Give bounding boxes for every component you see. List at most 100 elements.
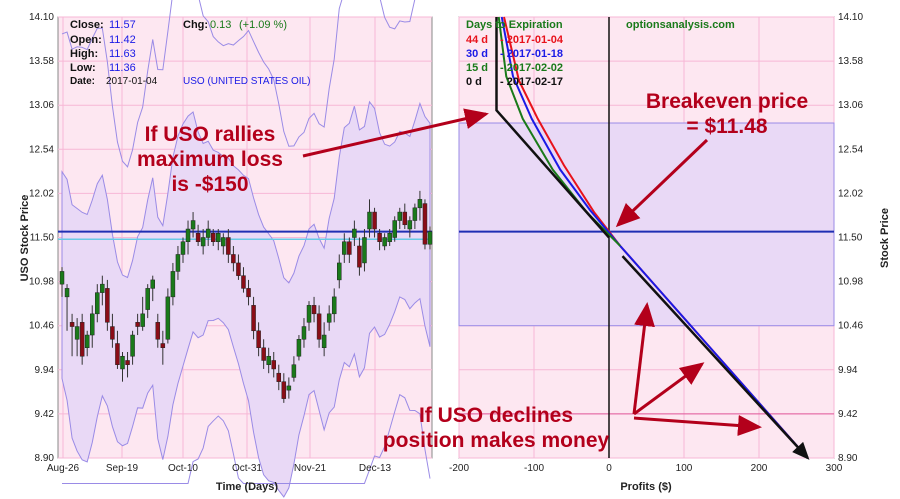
legend-date: - 2017-02-02 — [500, 62, 563, 74]
candle-body — [180, 241, 186, 255]
candle-body — [296, 339, 302, 357]
candle-body — [301, 326, 307, 340]
symbol-label: USO (UNITED STATES OIL) — [183, 76, 310, 87]
candle-body — [377, 233, 382, 242]
candle-body — [140, 313, 145, 327]
candle-body — [185, 228, 191, 242]
candle-body — [155, 322, 161, 340]
left-y-tick-label: 9.94 — [35, 365, 55, 376]
rally-arrow — [302, 108, 489, 158]
chg-value: 0.13 — [210, 19, 231, 31]
left-y-tick-label: 11.50 — [30, 233, 55, 244]
right-y-tick-label: 10.98 — [838, 277, 863, 288]
price-range-band — [61, 100, 431, 498]
right-y-tick-label: 14.10 — [838, 12, 863, 23]
right-y-tick-label: 10.46 — [838, 321, 863, 332]
candle-body — [165, 296, 171, 340]
annotations: If USO rallies maximum loss is -$150 Bre… — [137, 90, 808, 452]
price-info-box: Close: 11.57 Chg: 0.13 (+1.09 %) Open: 1… — [70, 19, 310, 87]
left-x-axis-title: Time (Days) — [216, 481, 278, 493]
left-y-tick-label: 13.58 — [29, 56, 54, 67]
candle-body — [105, 288, 110, 323]
candle-body — [84, 334, 90, 348]
candle-body — [407, 220, 413, 230]
right-y-tick-label: 11.50 — [838, 233, 863, 244]
legend-days: 15 d — [466, 62, 488, 74]
left-x-tick-label: Dec-13 — [359, 463, 392, 474]
candle-body — [266, 355, 271, 365]
candle-body — [316, 313, 322, 340]
candle-body — [95, 292, 100, 315]
candle-body — [89, 313, 95, 336]
legend-date: - 2017-01-04 — [500, 34, 564, 46]
left-y-tick-label: 8.90 — [35, 453, 55, 464]
legend-title: Days to Expiration — [466, 19, 563, 31]
left-y-tick-label: 12.02 — [29, 188, 54, 199]
candle-body — [281, 381, 287, 399]
legend-date: - 2017-02-17 — [500, 76, 563, 88]
candle-body — [321, 334, 327, 348]
low-value: 11.36 — [109, 62, 136, 74]
profit-chart-panel: 14.10 13.58 13.06 12.54 12.02 11.50 10.98 10.46… — [449, 12, 891, 493]
candle-body — [59, 271, 65, 285]
right-x-tick-label: -100 — [524, 463, 544, 474]
right-x-axis-title: Profits ($) — [620, 481, 672, 493]
candlesticks — [59, 190, 433, 403]
candle-body — [69, 322, 75, 327]
right-y-axis-title: Stock Price — [879, 208, 891, 268]
rally-text-3: is -$150 — [171, 173, 248, 196]
candle-body — [160, 343, 166, 348]
candle-body — [342, 241, 347, 255]
candle-body — [261, 347, 266, 361]
left-x-tick-label: Aug-26 — [47, 463, 80, 474]
profit-curve-0-d-lower — [621, 255, 810, 460]
right-y-tick-label: 9.94 — [838, 365, 858, 376]
legend-days: 0 d — [466, 76, 482, 88]
high-label: High: — [70, 48, 98, 60]
breakeven-arrow — [615, 138, 709, 228]
date-label: Date: — [70, 76, 95, 87]
left-y-tick-label: 10.98 — [29, 277, 54, 288]
left-y-tick-label: 10.46 — [29, 321, 54, 332]
right-y-tick-label: 12.54 — [838, 144, 863, 155]
legend-date: - 2017-01-18 — [500, 48, 563, 60]
legend: 44 d - 2017-01-04 30 d - 2017-01-18 15 d - 20… — [466, 34, 564, 88]
candle-body — [326, 313, 332, 323]
right-x-tick-label: -200 — [449, 463, 469, 474]
candle-body — [170, 271, 176, 298]
left-x-ticks: Aug-26 Sep-19 Oct-10 Oct-31 Nov-21 Dec-13 — [47, 463, 392, 474]
right-y-tick-label: 13.58 — [838, 56, 863, 67]
candle-body — [271, 360, 276, 370]
candle-body — [115, 343, 120, 365]
right-y-tick-label: 8.90 — [838, 453, 858, 464]
candle-body — [64, 288, 70, 298]
candle-body — [362, 237, 367, 264]
left-x-tick-label: Nov-21 — [294, 463, 327, 474]
left-y-tick-label: 9.42 — [35, 409, 55, 420]
candle-body — [190, 220, 196, 230]
left-y-tick-label: 13.06 — [29, 100, 54, 111]
candle-body — [226, 237, 231, 255]
rally-text-2: maximum loss — [137, 148, 283, 171]
candle-body — [120, 355, 125, 370]
decline-arrow-3 — [633, 415, 762, 436]
breakeven-text-1: Breakeven price — [646, 90, 808, 113]
candle-body — [246, 288, 251, 298]
right-x-tick-label: 200 — [751, 463, 768, 474]
right-y-tick-label: 12.02 — [838, 188, 863, 199]
profit-curve-30-d — [500, 16, 809, 459]
candle-body — [231, 254, 236, 264]
outer-range-upper — [61, 0, 416, 168]
chg-percent: (+1.09 %) — [239, 19, 287, 31]
candle-body — [175, 254, 181, 272]
candle-body — [331, 296, 337, 315]
candle-body — [382, 237, 387, 247]
candle-body — [74, 326, 80, 340]
decline-arrow-1 — [632, 302, 655, 415]
candle-body — [210, 233, 216, 242]
price-chart-panel: 14.10 13.58 13.06 12.54 12.02 11.50 10.98 10.46… — [19, 0, 433, 498]
left-y-tick-label: 14.10 — [29, 12, 54, 23]
right-x-ticks: -200 -100 0 100 200 300 — [449, 463, 843, 474]
candle-body — [392, 220, 397, 238]
